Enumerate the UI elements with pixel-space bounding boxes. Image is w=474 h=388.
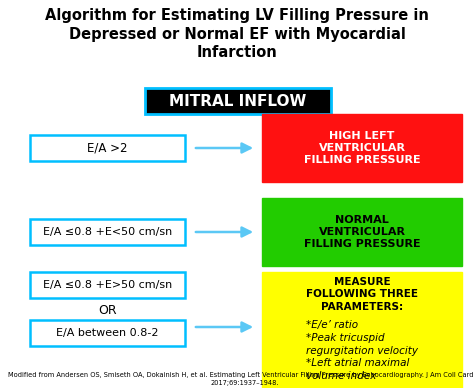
Text: E/A ≤0.8 +E<50 cm/sn: E/A ≤0.8 +E<50 cm/sn (43, 227, 172, 237)
Text: MITRAL INFLOW: MITRAL INFLOW (169, 94, 307, 109)
FancyBboxPatch shape (262, 114, 462, 182)
FancyBboxPatch shape (30, 135, 185, 161)
Text: E/A between 0.8-2: E/A between 0.8-2 (56, 328, 159, 338)
FancyBboxPatch shape (30, 272, 185, 298)
FancyBboxPatch shape (262, 198, 462, 266)
Text: E/A ≤0.8 +E>50 cm/sn: E/A ≤0.8 +E>50 cm/sn (43, 280, 172, 290)
FancyBboxPatch shape (145, 88, 331, 114)
Text: E/A >2: E/A >2 (87, 142, 128, 154)
Text: HIGH LEFT
VENTRICULAR
FILLING PRESSURE: HIGH LEFT VENTRICULAR FILLING PRESSURE (304, 131, 420, 165)
FancyBboxPatch shape (30, 219, 185, 245)
FancyBboxPatch shape (262, 272, 462, 388)
Text: Algorithm for Estimating LV Filling Pressure in
Depressed or Normal EF with Myoc: Algorithm for Estimating LV Filling Pres… (45, 8, 429, 60)
Text: MEASURE
FOLLOWING THREE
PARAMETERS:: MEASURE FOLLOWING THREE PARAMETERS: (306, 277, 418, 312)
FancyBboxPatch shape (30, 320, 185, 346)
Text: NORMAL
VENTRICULAR
FILLING PRESSURE: NORMAL VENTRICULAR FILLING PRESSURE (304, 215, 420, 249)
Text: Modified from Andersen OS, Smiseth OA, Dokainish H, et al. Estimating Left Ventr: Modified from Andersen OS, Smiseth OA, D… (8, 372, 474, 386)
Text: OR: OR (98, 303, 117, 317)
Text: *E/e’ ratio
*Peak tricuspid
regurgitation velocity
*Left atrial maximal
volume i: *E/e’ ratio *Peak tricuspid regurgitatio… (306, 320, 418, 381)
